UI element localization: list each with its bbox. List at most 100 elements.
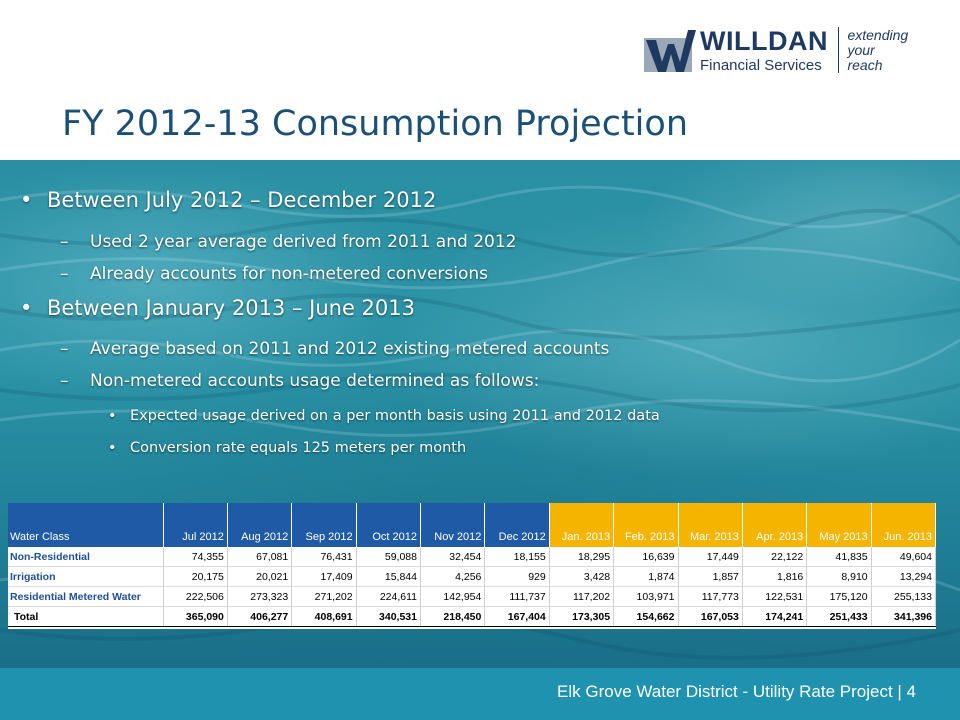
column-header: Feb. 2013 xyxy=(613,503,679,547)
bullet-text: Between July 2012 – December 2012 xyxy=(47,188,437,212)
table-cell: 18,155 xyxy=(484,547,550,567)
consumption-table: Water Class Jul 2012 Aug 2012 Sep 2012 Oct … xyxy=(8,503,937,629)
table-cell: 13,294 xyxy=(871,566,937,587)
table-cell: 341,396 xyxy=(871,606,937,627)
table-cell: 32,454 xyxy=(420,547,486,567)
table-cell: 167,404 xyxy=(484,606,550,627)
logo-subtitle: Financial Services xyxy=(700,56,822,74)
logo-separator xyxy=(837,27,840,73)
tagline-line: reach xyxy=(847,56,883,73)
bullet-dash-icon: – xyxy=(60,232,69,252)
bullet-text: Non-metered accounts usage determined as… xyxy=(90,371,540,391)
logo-wordmark: WILLDAN Financial Services xyxy=(700,25,828,74)
column-header: Aug 2012 xyxy=(227,503,293,547)
table-cell: 122,531 xyxy=(742,586,808,607)
column-header: Jul 2012 xyxy=(163,503,228,547)
table-cell: 218,450 xyxy=(420,606,486,627)
table-cell: 929 xyxy=(484,566,550,587)
table-cell: 167,053 xyxy=(678,606,743,627)
table-header-row: Water Class Jul 2012 Aug 2012 Sep 2012 Oct … xyxy=(8,503,937,547)
table-cell: 251,433 xyxy=(806,606,872,627)
row-label: Total xyxy=(8,606,164,627)
footer-text: Elk Grove Water District - Utility Rate … xyxy=(557,682,916,701)
table-cell: 67,081 xyxy=(227,547,293,567)
logo-tagline: extending your reach xyxy=(847,26,909,73)
table-cell: 174,241 xyxy=(742,606,808,627)
table-cell: 271,202 xyxy=(291,586,357,607)
bullet-level2: – Already accounts for non-metered conver… xyxy=(60,264,488,284)
bullet-dash-icon: – xyxy=(60,339,69,359)
bullet-dot-icon: • xyxy=(108,408,117,424)
table-row: Irrigation 20,175 20,021 17,409 15,844 4,256 9… xyxy=(8,566,937,587)
column-header: Apr. 2013 xyxy=(742,503,808,547)
table-cell: 76,431 xyxy=(291,547,357,567)
table-cell: 17,409 xyxy=(291,566,357,587)
table-cell: 17,449 xyxy=(678,547,743,567)
table-cell: 1,857 xyxy=(678,566,743,587)
table-cell: 20,021 xyxy=(227,566,293,587)
row-label: Residential Metered Water xyxy=(8,586,164,607)
table-cell: 22,122 xyxy=(742,547,808,567)
table-cell: 117,773 xyxy=(678,586,743,607)
table-cell: 18,295 xyxy=(549,547,615,567)
table-cell: 173,305 xyxy=(549,606,615,627)
table-cell: 15,844 xyxy=(356,566,422,587)
row-label: Non-Residential xyxy=(8,547,164,567)
bullet-level2: – Average based on 2011 and 2012 existing… xyxy=(60,339,609,359)
table-cell: 16,639 xyxy=(613,547,679,567)
table-row: Non-Residential 74,355 67,081 76,431 59,088 3… xyxy=(8,547,937,567)
column-header: Sep 2012 xyxy=(291,503,357,547)
column-header: Oct 2012 xyxy=(356,503,422,547)
bullet-text: Conversion rate equals 125 meters per mo… xyxy=(130,440,467,456)
table-cell: 1,816 xyxy=(742,566,808,587)
table-cell: 142,954 xyxy=(420,586,486,607)
table-cell: 340,531 xyxy=(356,606,422,627)
tagline-line: extending xyxy=(847,26,909,43)
bullet-text: Expected usage derived on a per month ba… xyxy=(130,408,660,424)
table-cell: 255,133 xyxy=(871,586,937,607)
bullet-level2: – Used 2 year average derived from 2011 a… xyxy=(60,232,516,252)
table-corner-header: Water Class xyxy=(8,503,164,547)
table-cell: 154,662 xyxy=(613,606,679,627)
bullet-level2: – Non-metered accounts usage determined a… xyxy=(60,371,539,391)
table-cell: 59,088 xyxy=(356,547,422,567)
table-cell: 1,874 xyxy=(613,566,679,587)
willdan-logo: WILLDAN Financial Services extending you… xyxy=(644,24,908,76)
slide-title: FY 2012-13 Consumption Projection xyxy=(62,104,689,144)
column-header: Dec 2012 xyxy=(484,503,550,547)
table-cell: 406,277 xyxy=(227,606,293,627)
bullet-level3: • Conversion rate equals 125 meters per m… xyxy=(108,440,466,456)
bullet-level3: • Expected usage derived on a per month b… xyxy=(108,408,660,424)
bullet-dot-icon: • xyxy=(20,188,33,212)
column-header: May 2013 xyxy=(806,503,872,547)
bullet-level1: • Between January 2013 – June 2013 xyxy=(20,296,415,320)
row-label: Irrigation xyxy=(8,566,164,587)
willdan-w-icon xyxy=(644,30,696,72)
table-cell: 273,323 xyxy=(227,586,293,607)
slide-header: WILLDAN Financial Services extending you… xyxy=(0,0,960,160)
tagline-line: your xyxy=(847,41,875,58)
bullet-dash-icon: – xyxy=(60,371,69,391)
table-cell: 3,428 xyxy=(549,566,615,587)
logo-name: WILLDAN xyxy=(700,25,828,56)
bullet-level1: • Between July 2012 – December 2012 xyxy=(20,188,436,212)
column-header: Jun. 2013 xyxy=(871,503,937,547)
table-cell: 365,090 xyxy=(163,606,228,627)
table-cell: 20,175 xyxy=(163,566,228,587)
bullet-text: Used 2 year average derived from 2011 an… xyxy=(90,232,517,252)
table-cell: 49,604 xyxy=(871,547,937,567)
table-cell: 222,506 xyxy=(163,586,228,607)
table-cell: 111,737 xyxy=(484,586,550,607)
bullet-dash-icon: – xyxy=(60,264,69,284)
table-cell: 8,910 xyxy=(806,566,872,587)
column-header: Mar. 2013 xyxy=(678,503,743,547)
table-cell: 4,256 xyxy=(420,566,486,587)
table-cell: 175,120 xyxy=(806,586,872,607)
total-row: Total 365,090 406,277 408,691 340,531 218,450… xyxy=(8,606,937,627)
bullet-text: Average based on 2011 and 2012 existing … xyxy=(90,339,610,359)
table-cell: 103,971 xyxy=(613,586,679,607)
table-row: Residential Metered Water 222,506 273,323 2… xyxy=(8,586,937,607)
table-cell: 41,835 xyxy=(806,547,872,567)
slide-content: • Between July 2012 – December 2012 – Used… xyxy=(0,160,960,668)
footer-bar: Elk Grove Water District - Utility Rate … xyxy=(0,668,960,720)
